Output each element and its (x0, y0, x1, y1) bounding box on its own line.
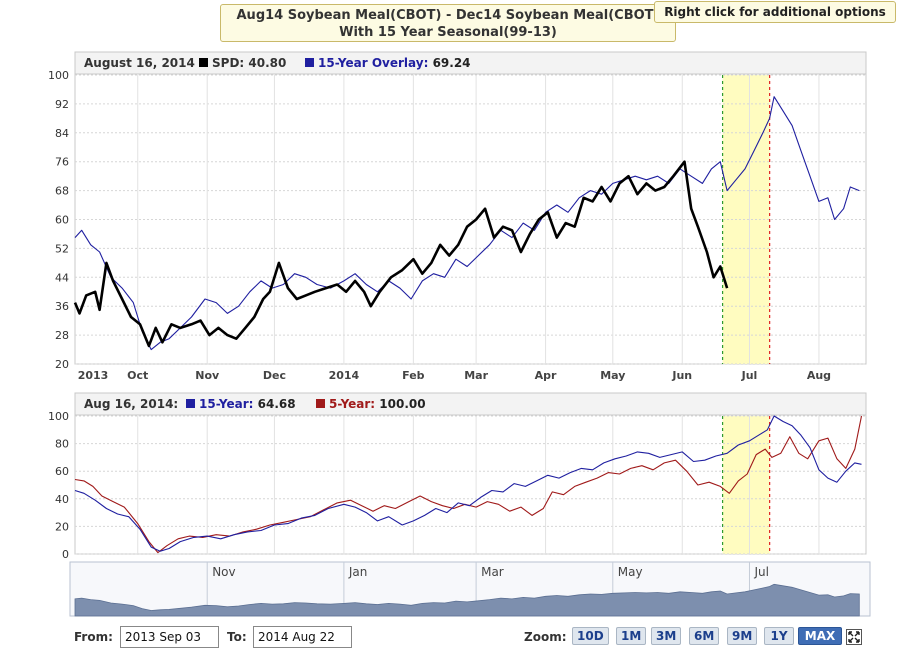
zoom-1y-button[interactable]: 1Y (764, 627, 794, 645)
top-y-tick-label: 92 (55, 98, 69, 111)
navigator-area (74, 583, 860, 617)
x-tick-label: Aug (807, 369, 831, 382)
zoom-max-button[interactable]: MAX (798, 627, 842, 645)
chart-title-line1: Aug14 Soybean Meal(CBOT) - Dec14 Soybean… (236, 8, 660, 23)
zoom-3m-button[interactable]: 3M (651, 627, 682, 645)
bottom-header-date: Aug 16, 2014: (84, 397, 178, 411)
chart-title: Aug14 Soybean Meal(CBOT) - Dec14 Soybean… (220, 4, 676, 42)
top-y-tick-label: 68 (55, 185, 69, 198)
x-tick-label: May (600, 369, 625, 382)
top-highlight-band (722, 75, 770, 364)
top-y-tick-label: 60 (55, 214, 69, 227)
top-y-tick-label: 76 (55, 156, 69, 169)
to-date-input[interactable] (253, 626, 352, 648)
top-y-tick-label: 28 (55, 329, 69, 342)
top-y-tick-label: 44 (55, 271, 69, 284)
x-tick-label: Dec (263, 369, 286, 382)
seasonal-15-year-line (74, 415, 862, 552)
spd-legend-text: SPD: 40.80 (212, 56, 286, 70)
expand-icon[interactable] (846, 629, 862, 645)
top-y-tick-label: 52 (55, 242, 69, 255)
top-y-tick-label: 100 (48, 69, 69, 82)
legend-5-year-text: 5-Year: 100.00 (329, 397, 426, 411)
legend-5-year-swatch (316, 399, 325, 408)
x-tick-label: 2014 (329, 369, 360, 382)
x-tick-label: Oct (127, 369, 148, 382)
overlay-legend-text: 15-Year Overlay: 69.24 (318, 56, 471, 70)
bottom-y-tick-label: 80 (55, 438, 69, 451)
top-header-date: August 16, 2014 (84, 56, 195, 70)
zoom-10d-button[interactable]: 10D (572, 627, 609, 645)
top-y-tick-label: 84 (55, 127, 69, 140)
bottom-y-tick-label: 0 (62, 548, 69, 561)
x-tick-label: Jul (741, 369, 758, 382)
navigator-month-label: Mar (481, 565, 504, 579)
from-label: From: (74, 630, 113, 644)
to-label: To: (227, 630, 247, 644)
overlay-15-year-line (74, 96, 860, 351)
navigator-month-label: May (618, 565, 643, 579)
bottom-y-tick-label: 100 (48, 410, 69, 423)
spd-legend-swatch (199, 58, 208, 67)
legend-15-year-text: 15-Year: 64.68 (199, 397, 296, 411)
top-y-tick-label: 36 (55, 300, 69, 313)
range-selector-bar: From: To: Zoom: 10D 1M 3M 6M 9M 1Y MAX (0, 622, 900, 652)
top-y-tick-label: 20 (55, 358, 69, 371)
x-tick-label: Apr (535, 369, 557, 382)
spd-line (73, 160, 729, 348)
overlay-legend-swatch (305, 58, 314, 67)
from-date-input[interactable] (120, 626, 219, 648)
right-click-tooltip: Right click for additional options (654, 1, 896, 23)
navigator-month-label: Jan (348, 565, 368, 579)
bottom-highlight-band (722, 416, 770, 554)
navigator-month-label: Jul (753, 565, 768, 579)
bottom-y-tick-label: 20 (55, 520, 69, 533)
x-tick-label: 2013 (78, 369, 109, 382)
zoom-label: Zoom: (524, 630, 567, 644)
zoom-6m-button[interactable]: 6M (689, 627, 720, 645)
navigator-month-label: Nov (212, 565, 235, 579)
zoom-1m-button[interactable]: 1M (616, 627, 647, 645)
x-tick-label: Mar (464, 369, 488, 382)
x-tick-label: Feb (402, 369, 425, 382)
seasonal-5-year-line (74, 415, 863, 554)
chart-title-line2: With 15 Year Seasonal(99-13) (339, 25, 557, 40)
legend-15-year-swatch (186, 399, 195, 408)
bottom-y-tick-label: 60 (55, 465, 69, 478)
x-tick-label: Nov (195, 369, 220, 382)
x-tick-label: Jun (671, 369, 692, 382)
bottom-y-tick-label: 40 (55, 493, 69, 506)
zoom-9m-button[interactable]: 9M (727, 627, 758, 645)
